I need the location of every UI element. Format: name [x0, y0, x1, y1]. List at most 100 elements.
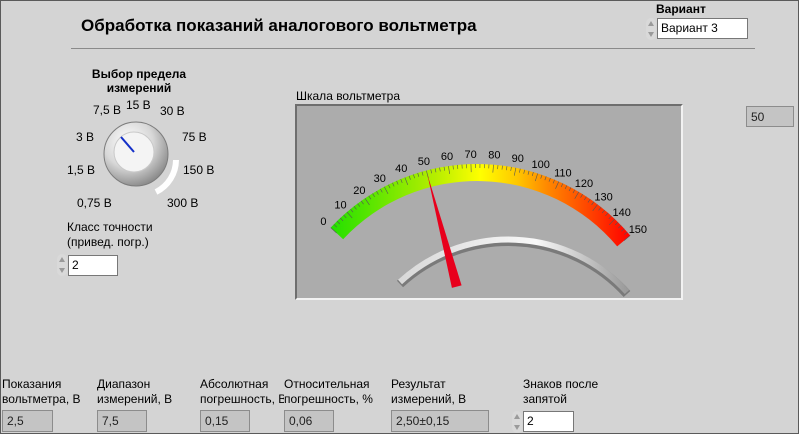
variant-select[interactable]: Вариант 3	[657, 18, 748, 39]
scale-tick	[376, 190, 379, 195]
decimals-label-line2: запятой	[523, 392, 567, 406]
result-label-line2: измерений, В	[391, 392, 467, 406]
scale-tick	[404, 177, 409, 186]
lower-arc	[397, 236, 630, 295]
range-value: 7,5	[97, 410, 147, 432]
accuracy-input[interactable]: 2	[68, 255, 118, 276]
range-label-line2: измерений, В	[97, 392, 173, 406]
knob-tick[interactable]: 30 В	[160, 104, 185, 118]
scale-tick	[350, 208, 354, 213]
scale-tick	[621, 228, 625, 232]
scale-tick	[439, 167, 441, 172]
knob-tick[interactable]: 75 В	[182, 130, 207, 144]
scale-tick-label: 110	[554, 167, 572, 179]
scale-tick	[564, 185, 568, 190]
decimals-stepper[interactable]	[512, 411, 522, 433]
scale-tick	[592, 204, 598, 211]
scale-tick	[392, 182, 395, 187]
gauge-needle	[427, 174, 462, 288]
page-title: Обработка показаний аналогового вольтмет…	[81, 16, 477, 35]
scale-tick	[598, 206, 602, 211]
scale-tick	[534, 173, 538, 182]
scale-color-arc	[330, 163, 631, 247]
stepper-down-icon[interactable]	[514, 425, 520, 430]
variant-label: Вариант	[656, 2, 706, 16]
gauge-value-readout: 50	[746, 106, 794, 127]
scale-tick	[506, 166, 508, 171]
scale-tick	[380, 188, 383, 193]
scale-tick	[364, 198, 370, 206]
scale-tick	[430, 169, 432, 174]
scale-tick	[448, 166, 450, 175]
scale-tick-label: 100	[532, 159, 550, 171]
scale-tick	[568, 187, 572, 192]
stepper-up-icon[interactable]	[514, 414, 520, 419]
accuracy-label-line2: (привед. погр.)	[67, 235, 149, 249]
knob-tick[interactable]: 7,5 В	[93, 103, 122, 117]
scale-tick-label: 40	[395, 163, 407, 175]
scale-tick	[513, 167, 517, 176]
range-label: Диапазон измерений, В	[97, 377, 172, 407]
scale-tick-label: 0	[320, 216, 326, 228]
scale-tick	[357, 203, 361, 207]
scale-tick	[400, 179, 403, 183]
scale-tick	[501, 165, 503, 170]
scale-tick	[346, 211, 353, 219]
scale-tick	[580, 194, 583, 198]
scale-tick	[572, 189, 576, 194]
decimals-input[interactable]: 2	[523, 411, 574, 432]
scale-tick-label: 30	[374, 173, 386, 185]
abs-error-label-line1: Абсолютная	[200, 377, 269, 391]
range-label-line1: Диапазон	[97, 377, 151, 391]
reading-value: 2,5	[2, 410, 53, 432]
rel-error-label: Относительная погрешность, %	[284, 377, 373, 407]
scale-tick-label: 90	[512, 153, 524, 165]
knob-tick[interactable]: 15 В	[126, 98, 151, 112]
gauge-label: Шкала вольтметра	[296, 89, 401, 103]
scale-tick-label: 120	[575, 178, 593, 190]
scale-tick	[417, 172, 420, 177]
scale-tick-label: 20	[353, 185, 365, 197]
scale-tick	[336, 220, 341, 225]
knob-tick[interactable]: 0,75 В	[77, 196, 112, 210]
knob-tick[interactable]: 150 В	[183, 163, 215, 177]
scale-tick-label: 10	[334, 199, 346, 211]
stepper-up-icon[interactable]	[648, 21, 654, 26]
knob-pointer	[120, 136, 135, 153]
scale-minor-ticks	[330, 164, 631, 241]
decimals-label-line1: Знаков после	[523, 377, 599, 391]
stepper-up-icon[interactable]	[59, 257, 65, 262]
scale-tick-label: 80	[488, 150, 500, 162]
knob-tick[interactable]: 3 В	[76, 130, 95, 144]
result-label-line1: Результат	[391, 377, 446, 391]
scale-tick	[548, 177, 551, 182]
scale-tick	[560, 183, 564, 188]
knob-tick[interactable]: 1,5 В	[67, 163, 96, 177]
scale-tick	[388, 184, 391, 189]
rel-error-label-line2: погрешность, %	[284, 392, 373, 406]
range-knob[interactable]	[98, 112, 188, 202]
scale-tick	[510, 166, 512, 171]
accuracy-label-line1: Класс точности	[67, 220, 153, 234]
scale-tick-label: 130	[594, 191, 612, 203]
scale-tick-label: 150	[629, 224, 647, 236]
gauge-panel: 0 10 20 30 40 50 60 70 80 90 100 110 120 130 140 150	[295, 104, 683, 300]
reading-label: Показания вольтметра, В	[2, 377, 81, 407]
scale-tick	[614, 221, 619, 226]
stepper-down-icon[interactable]	[59, 268, 65, 273]
abs-error-label-line2: погрешность, В	[200, 392, 287, 406]
stepper-down-icon[interactable]	[648, 32, 654, 37]
scale-tick	[519, 168, 521, 173]
lower-arc-shadow	[396, 237, 631, 298]
scale-tick-label: 60	[441, 151, 453, 163]
scale-tick	[408, 175, 411, 180]
accuracy-stepper[interactable]	[57, 254, 67, 276]
scale-tick-label: 50	[418, 156, 430, 168]
scale-tick	[574, 191, 580, 199]
knob-tick[interactable]: 300 В	[167, 196, 199, 210]
variant-stepper[interactable]	[646, 18, 656, 40]
scale-tick	[605, 212, 609, 217]
scale-tick	[618, 225, 622, 229]
scale-tick	[531, 172, 534, 177]
